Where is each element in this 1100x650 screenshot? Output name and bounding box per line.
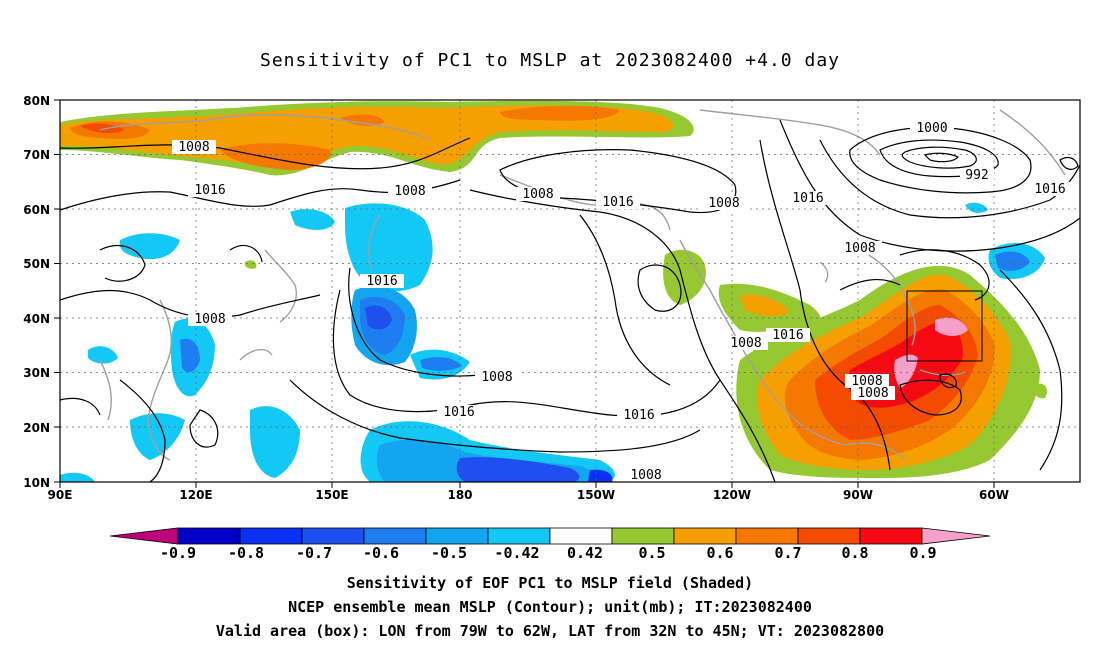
colorbar-cell	[363, 527, 427, 545]
colorbar-tick-label: 0.9	[909, 544, 936, 562]
lat-label: 80N	[23, 94, 50, 108]
svg-text:1016: 1016	[772, 328, 803, 343]
caption-valid-area: Valid area (box): LON from 79W to 62W, L…	[215, 622, 885, 640]
colorbar-cell	[549, 527, 613, 545]
isobar-label: 1008	[475, 370, 519, 385]
colorbar-tick-label: -0.6	[363, 544, 399, 562]
caption-shading: Sensitivity of EOF PC1 to MSLP field (Sh…	[346, 574, 754, 592]
colorbar-tick-label: 0.6	[706, 544, 733, 562]
colorbar-cell	[177, 527, 241, 545]
colorbar-tick-label: -0.5	[431, 544, 467, 562]
colorbar-tick-labels: -0.9 -0.8 -0.7 -0.6 -0.5 -0.42 0.42 0.5 …	[160, 544, 937, 562]
isobar-label: 1016	[617, 408, 661, 423]
negative-sensitivity-shading	[60, 202, 1045, 482]
svg-text:1008: 1008	[708, 196, 739, 211]
valid-area-box	[906, 290, 983, 362]
colorbar-tick-label: 0.5	[638, 544, 665, 562]
isobar-label: 1016	[786, 191, 830, 206]
svg-text:1008: 1008	[630, 468, 661, 483]
isobar-label: 1008	[838, 241, 882, 256]
svg-text:1016: 1016	[443, 405, 474, 420]
lon-label: 120E	[179, 488, 212, 502]
isobar-label: 1016	[437, 405, 481, 420]
colorbar: -0.9 -0.8 -0.7 -0.6 -0.5 -0.42 0.42 0.5 …	[109, 527, 991, 562]
svg-text:992: 992	[965, 168, 988, 183]
colorbar-cell	[425, 527, 489, 545]
colorbar-cell	[109, 527, 179, 545]
lon-label: 150E	[315, 488, 348, 502]
isobar-label: 1008	[388, 184, 432, 199]
positive-sensitivity-shading	[60, 100, 1047, 478]
isobar-label: 1008	[845, 374, 889, 389]
svg-text:1016: 1016	[366, 274, 397, 289]
isobar-label: 1008	[172, 140, 216, 155]
svg-text:1016: 1016	[1034, 182, 1065, 197]
lat-label: 60N	[23, 203, 50, 217]
svg-text:1008: 1008	[851, 374, 882, 389]
colorbar-tick-label: 0.8	[841, 544, 868, 562]
colorbar-cell	[239, 527, 303, 545]
isobar-labels: 1008 1016 1008 1008 1008 1016 1008 1016 …	[172, 121, 1072, 483]
caption-contour: NCEP ensemble mean MSLP (Contour); unit(…	[288, 598, 812, 616]
colorbar-cell	[921, 527, 991, 545]
lat-label: 40N	[23, 312, 50, 326]
svg-text:1008: 1008	[481, 370, 512, 385]
isobar-label: 1016	[188, 183, 232, 198]
lat-label: 70N	[23, 148, 50, 162]
colorbar-tick-label: 0.7	[774, 544, 801, 562]
colorbar-tick-label: -0.7	[296, 544, 332, 562]
colorbar-cell	[301, 527, 365, 545]
isobar-label: 1016	[1028, 182, 1072, 197]
lon-label: 150W	[577, 488, 615, 502]
colorbar-cell	[735, 527, 799, 545]
svg-text:1008: 1008	[394, 184, 425, 199]
isobar-label: 1008	[516, 187, 560, 202]
lon-label: 120W	[713, 488, 751, 502]
svg-text:1016: 1016	[194, 183, 225, 198]
isobar-label: 1008	[724, 336, 768, 351]
svg-text:1008: 1008	[522, 187, 553, 202]
isobar-label: 1000	[910, 121, 954, 136]
lat-label: 10N	[23, 476, 50, 490]
lon-label: 90W	[843, 488, 873, 502]
isobar-label: 1008	[188, 312, 232, 327]
svg-text:1016: 1016	[623, 408, 654, 423]
map-frame	[59, 99, 1081, 483]
isobar-label: 992	[960, 168, 994, 183]
svg-text:1008: 1008	[194, 312, 225, 327]
svg-text:1008: 1008	[178, 140, 209, 155]
colorbar-cell	[859, 527, 923, 545]
colorbar-cell	[487, 527, 551, 545]
colorbar-cell	[611, 527, 675, 545]
longitude-axis: 90E 120E 150E 180 150W 120W 90W 60W	[48, 482, 1009, 502]
colorbar-cell	[673, 527, 737, 545]
svg-text:1016: 1016	[602, 195, 633, 210]
svg-text:1016: 1016	[792, 191, 823, 206]
colorbar-tick-label: -0.9	[160, 544, 196, 562]
isobar-label: 1008	[702, 196, 746, 211]
colorbar-cells	[109, 527, 991, 545]
lat-label: 30N	[23, 366, 50, 380]
colorbar-tick-label: -0.42	[494, 544, 539, 562]
colorbar-tick-label: 0.42	[567, 544, 603, 562]
latitude-axis: 80N 70N 60N 50N 40N 30N 20N 10N	[23, 94, 60, 490]
isobar-label: 1008	[624, 468, 668, 483]
lon-label: 60W	[979, 488, 1009, 502]
lat-label: 50N	[23, 257, 50, 271]
colorbar-cell	[797, 527, 861, 545]
svg-text:1008: 1008	[844, 241, 875, 256]
lat-label: 20N	[23, 421, 50, 435]
lon-label: 180	[447, 488, 472, 502]
colorbar-tick-label: -0.8	[228, 544, 264, 562]
lon-label: 90E	[48, 488, 73, 502]
isobar-label: 1008	[851, 386, 895, 401]
map-title: Sensitivity of PC1 to MSLP at 2023082400…	[259, 50, 840, 71]
isobar-label: 1016	[596, 195, 640, 210]
svg-text:1000: 1000	[916, 121, 947, 136]
isobar-label: 1016	[766, 328, 810, 343]
svg-text:1008: 1008	[730, 336, 761, 351]
svg-text:1008: 1008	[857, 386, 888, 401]
isobar-label: 1016	[360, 274, 404, 289]
